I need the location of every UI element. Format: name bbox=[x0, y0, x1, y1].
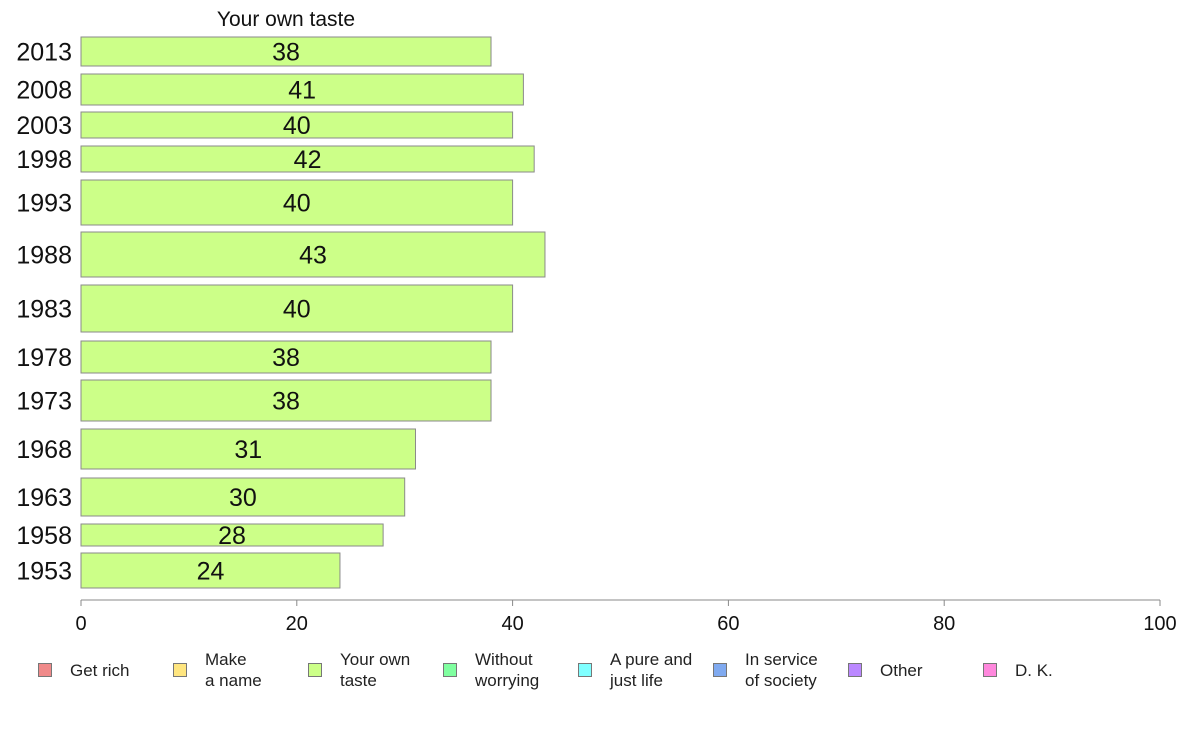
legend-item: Make a name bbox=[173, 648, 262, 692]
x-axis: 0 20 40 60 80 100 bbox=[75, 599, 1177, 635]
category-label: 1983 bbox=[16, 296, 72, 324]
legend-label: Make a name bbox=[205, 650, 262, 690]
category-label: 2003 bbox=[16, 112, 72, 140]
data-label: 31 bbox=[234, 436, 262, 464]
bar bbox=[80, 379, 492, 422]
data-label: 38 bbox=[272, 39, 300, 67]
data-label: 38 bbox=[272, 344, 300, 372]
legend-item: Your own taste bbox=[308, 648, 410, 692]
data-label: 42 bbox=[294, 146, 322, 174]
legend-item: D. K. bbox=[983, 648, 1053, 692]
data-label: 40 bbox=[283, 296, 311, 324]
bar bbox=[80, 284, 514, 333]
legend-item: Get rich bbox=[38, 648, 130, 692]
legend-swatch bbox=[578, 663, 592, 677]
legend-label: Get rich bbox=[70, 660, 130, 680]
category-label: 1963 bbox=[16, 484, 72, 512]
legend-swatch bbox=[443, 663, 457, 677]
legend-label: Your own taste bbox=[340, 650, 411, 690]
legend-swatch bbox=[308, 663, 322, 677]
legend-item: In service of society bbox=[713, 648, 818, 692]
x-tick-label: 60 bbox=[717, 613, 739, 635]
legend-swatch bbox=[848, 663, 862, 677]
legend-swatch bbox=[713, 663, 727, 677]
legend-item: A pure and just life bbox=[578, 648, 692, 692]
category-label: 1973 bbox=[16, 388, 72, 416]
bar bbox=[80, 231, 546, 278]
legend-label: A pure and just life bbox=[610, 650, 693, 690]
x-tick-label: 40 bbox=[501, 613, 523, 635]
category-label: 1993 bbox=[16, 190, 72, 218]
category-label: 1998 bbox=[16, 146, 72, 174]
category-label: 2013 bbox=[16, 39, 72, 67]
data-label: 38 bbox=[272, 388, 300, 416]
x-tick-label: 100 bbox=[1143, 613, 1176, 635]
x-tick-label: 0 bbox=[75, 613, 86, 635]
legend-label: Other bbox=[880, 660, 923, 680]
legend-item: Without worrying bbox=[443, 648, 539, 692]
bar bbox=[80, 36, 492, 67]
data-label: 30 bbox=[229, 484, 257, 512]
legend-swatch bbox=[173, 663, 187, 677]
category-label: 1958 bbox=[16, 522, 72, 550]
x-tick-label: 20 bbox=[286, 613, 308, 635]
category-label: 1978 bbox=[16, 344, 72, 372]
bar bbox=[80, 477, 406, 517]
x-tick-label: 80 bbox=[933, 613, 955, 635]
category-label: 1968 bbox=[16, 436, 72, 464]
bars-group: 2013 38 2008 41 2003 40 1998 42 1993 40 1988 43 1983… bbox=[16, 36, 546, 589]
legend-swatch bbox=[983, 663, 997, 677]
bar bbox=[80, 552, 341, 589]
chart-title: Your own taste bbox=[217, 8, 355, 31]
data-label: 24 bbox=[197, 558, 225, 586]
legend: Get rich Make a name Your own taste Without… bbox=[38, 648, 1158, 698]
bar bbox=[80, 73, 524, 106]
legend-label: D. K. bbox=[1015, 660, 1053, 680]
bar bbox=[80, 111, 514, 139]
legend-label: Without worrying bbox=[475, 650, 540, 690]
bar bbox=[80, 428, 416, 470]
data-label: 40 bbox=[283, 190, 311, 218]
bar bbox=[80, 523, 384, 547]
legend-label: In service of society bbox=[745, 650, 818, 690]
legend-item: Other bbox=[848, 648, 923, 692]
data-label: 40 bbox=[283, 112, 311, 140]
category-label: 1953 bbox=[16, 558, 72, 586]
data-label: 41 bbox=[288, 77, 316, 105]
data-label: 28 bbox=[218, 522, 246, 550]
category-label: 1988 bbox=[16, 242, 72, 270]
legend-swatch bbox=[38, 663, 52, 677]
bar bbox=[80, 179, 514, 226]
bar bbox=[80, 145, 535, 173]
bar bbox=[80, 340, 492, 374]
category-label: 2008 bbox=[16, 77, 72, 105]
data-label: 43 bbox=[299, 242, 327, 270]
